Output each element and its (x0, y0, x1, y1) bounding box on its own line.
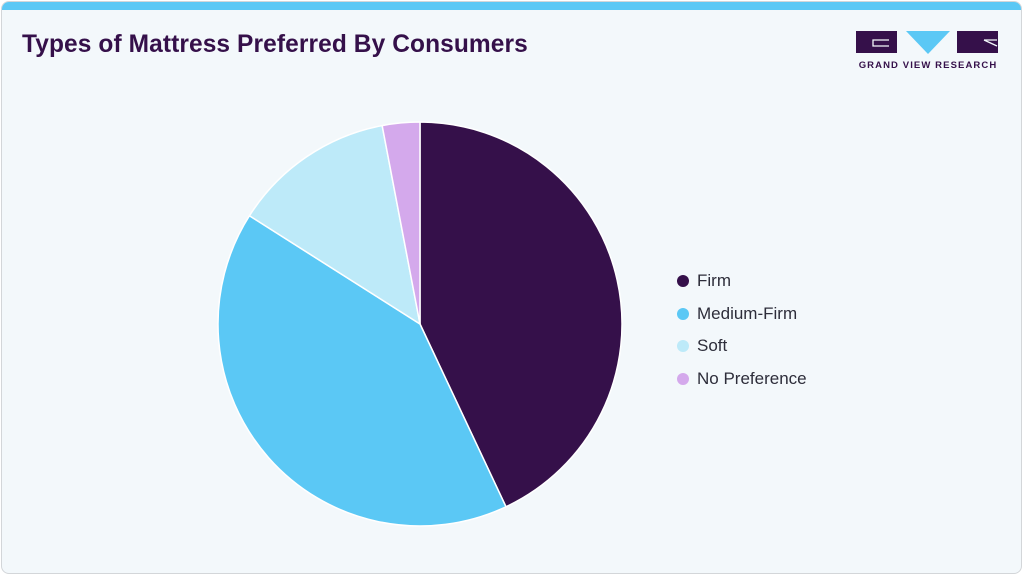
legend-dot-icon (677, 275, 689, 288)
legend-item-firm: Firm (677, 265, 807, 298)
accent-bar (2, 2, 1021, 10)
legend-label: Soft (697, 336, 728, 356)
legend-label: Firm (697, 271, 731, 291)
legend-label: Medium-Firm (697, 303, 798, 323)
legend-dot-icon (677, 372, 689, 385)
legend-dot-icon (677, 307, 689, 320)
pie-slice-no-preference (381, 121, 421, 325)
legend-item-soft: Soft (677, 330, 807, 363)
pie-slice-medium-firm (217, 215, 507, 527)
grand-view-research-logo: GRAND VIEW RESEARCH (856, 30, 1000, 74)
legend-label: No Preference (697, 368, 807, 388)
legend-item-medium-firm: Medium-Firm (677, 298, 807, 331)
chart-legend: Firm Medium-Firm Soft No Preference (677, 265, 807, 395)
pie-slice-soft (248, 124, 421, 325)
legend-dot-icon (677, 340, 689, 353)
chart-title: Types of Mattress Preferred By Consumers (22, 30, 528, 58)
legend-item-no-preference: No Preference (677, 363, 807, 396)
logo-text: GRAND VIEW RESEARCH (858, 60, 998, 71)
pie-slice-firm (419, 121, 623, 508)
gvr-logo-icon (856, 31, 998, 54)
